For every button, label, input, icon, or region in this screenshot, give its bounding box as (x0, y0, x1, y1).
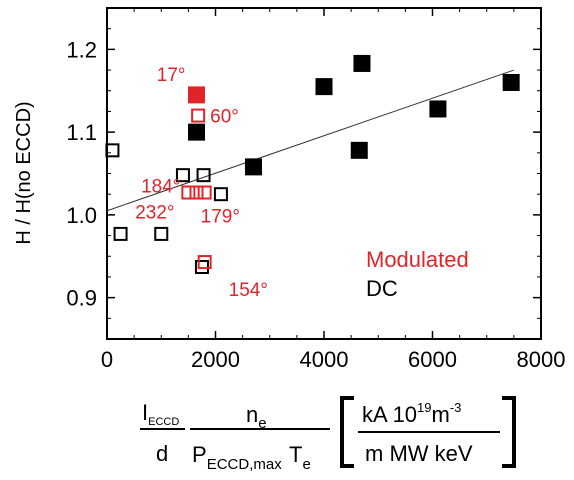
units-exp-3: -3 (450, 400, 462, 415)
y-tick-label: 1.1 (66, 120, 97, 145)
svg-text:PECCD,max: PECCD,max (192, 442, 282, 473)
x-label-n-sub: e (258, 415, 266, 432)
axis-ticks (106, 7, 542, 339)
angle-annotation: 184° (141, 177, 180, 198)
dc-marker (113, 226, 128, 241)
y-tick-label: 0.9 (66, 286, 97, 311)
bracket-right (502, 396, 516, 468)
bracket-left (340, 396, 354, 468)
y-tick-label: 1.0 (66, 203, 97, 228)
modulated-marker (189, 185, 204, 200)
dc-marker (429, 100, 447, 118)
svg-text:Te: Te (289, 442, 311, 473)
dc-marker (502, 73, 520, 91)
x-label-t-sub: e (302, 456, 310, 473)
x-tick-label: 8000 (517, 347, 566, 372)
x-axis-label: IECCD d ne PECCD,max Te kA 1019m-3 m MW … (140, 396, 516, 473)
modulated-marker (181, 185, 196, 200)
fit-line (106, 69, 515, 212)
dc-marker (154, 226, 169, 241)
modulated-marker (191, 108, 206, 123)
x-tick-label: 6000 (408, 347, 457, 372)
tick-labels: 0 2000 4000 6000 8000 0.9 1.0 1.1 1.2 (66, 37, 565, 372)
legend-modulated: Modulated (366, 247, 469, 272)
svg-text:ne: ne (246, 402, 267, 432)
dc-marker (194, 260, 209, 275)
x-tick-label: 2000 (191, 347, 240, 372)
modulated-marker (197, 185, 212, 200)
dc-marker (353, 54, 371, 72)
x-label-p-sub: ECCD,max (207, 456, 283, 473)
dc-marker (315, 78, 333, 96)
units-exp19: 19 (417, 400, 431, 415)
units-denominator: m MW keV (365, 441, 473, 466)
dc-marker (244, 158, 262, 176)
x-label-t: T (289, 442, 302, 467)
dc-marker (350, 141, 368, 159)
x-label-p: P (192, 442, 207, 467)
y-tick-label: 1.2 (66, 37, 97, 62)
y-axis-label: H / H(no ECCD) (13, 101, 35, 244)
dc-marker (213, 187, 228, 202)
dc-marker (105, 143, 120, 158)
legend-dc: DC (366, 276, 398, 301)
svg-text:kA 1019m-3: kA 1019m-3 (362, 400, 461, 427)
angle-annotation: 17° (157, 65, 186, 86)
plot-frame (106, 7, 542, 340)
angle-annotation: 154° (229, 280, 268, 301)
data-points (105, 54, 520, 275)
modulated-marker (188, 86, 206, 104)
x-label-i: I (142, 400, 148, 425)
dc-marker (188, 123, 206, 141)
units-m: m (432, 402, 450, 427)
modulated-marker (197, 255, 212, 270)
angle-annotation: 179° (201, 207, 240, 228)
x-tick-label: 4000 (300, 347, 349, 372)
angle-annotation: 60° (210, 107, 239, 128)
x-label-d: d (156, 441, 168, 466)
x-label-n: n (246, 402, 258, 427)
x-label-i-sub: ECCD (148, 416, 179, 428)
angle-annotation: 232° (135, 203, 174, 224)
svg-text:IECCD: IECCD (142, 400, 179, 428)
dc-marker (196, 168, 211, 183)
units-kA: kA 10 (362, 402, 417, 427)
dc-marker (175, 168, 190, 183)
point-annotations: 17° 60° 184° 232° 179° 154° (135, 65, 268, 301)
x-tick-label: 0 (101, 347, 113, 372)
